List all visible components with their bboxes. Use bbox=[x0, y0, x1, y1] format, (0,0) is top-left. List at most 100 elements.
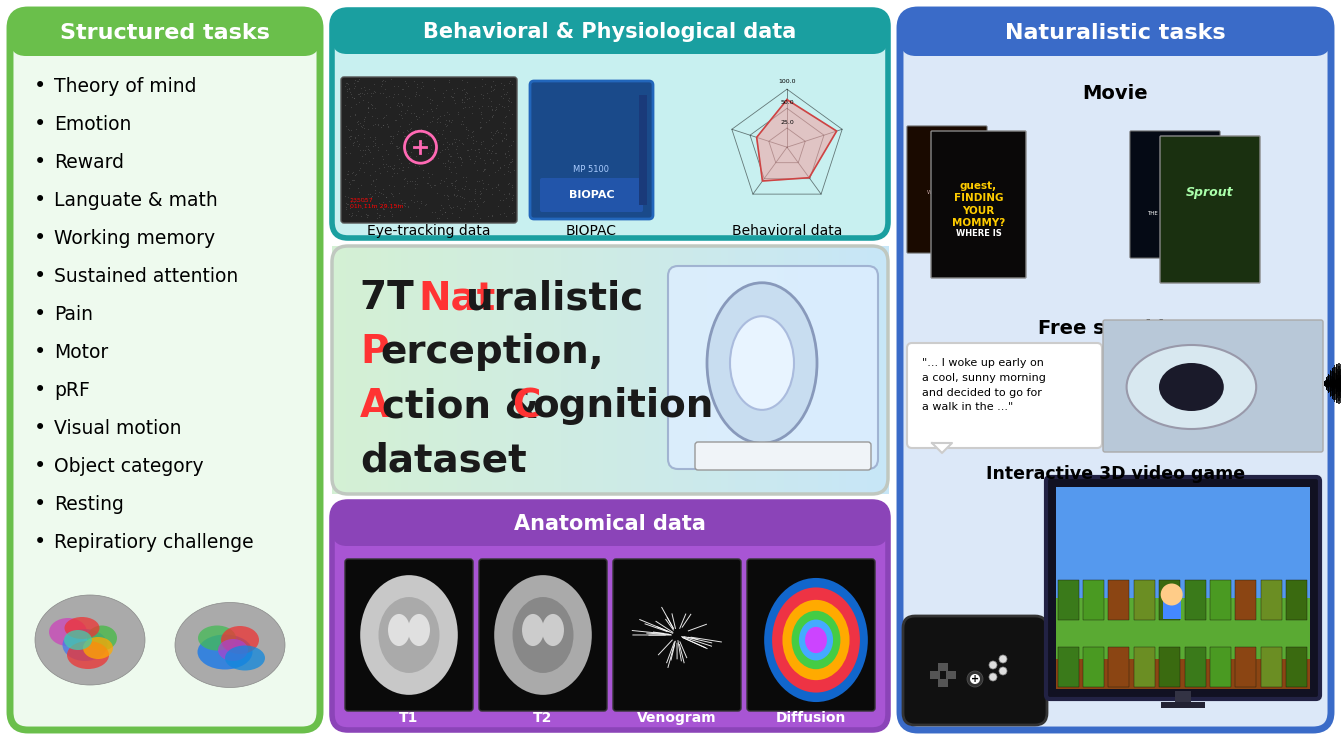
Text: Motor: Motor bbox=[54, 343, 109, 362]
Bar bbox=[436, 246, 444, 494]
FancyBboxPatch shape bbox=[333, 502, 888, 546]
Bar bbox=[506, 246, 514, 494]
Bar bbox=[416, 246, 424, 494]
Text: Emotion: Emotion bbox=[54, 115, 131, 133]
Ellipse shape bbox=[730, 316, 794, 410]
Text: 100.0: 100.0 bbox=[778, 79, 795, 84]
Bar bbox=[527, 246, 535, 494]
Bar bbox=[839, 246, 848, 494]
Bar bbox=[693, 246, 701, 494]
Bar bbox=[610, 246, 618, 494]
FancyBboxPatch shape bbox=[333, 502, 888, 730]
FancyBboxPatch shape bbox=[1104, 320, 1324, 452]
Bar bbox=[937, 679, 948, 687]
Bar bbox=[1058, 580, 1080, 620]
Bar bbox=[818, 246, 826, 494]
Bar bbox=[945, 671, 956, 679]
Ellipse shape bbox=[197, 634, 252, 670]
Bar bbox=[374, 246, 382, 494]
Bar bbox=[492, 246, 500, 494]
Bar bbox=[534, 246, 542, 494]
Bar bbox=[1163, 599, 1180, 619]
Ellipse shape bbox=[83, 637, 113, 659]
FancyBboxPatch shape bbox=[931, 131, 1026, 278]
Ellipse shape bbox=[388, 614, 410, 646]
Text: •: • bbox=[34, 494, 46, 514]
Bar bbox=[833, 246, 841, 494]
Ellipse shape bbox=[408, 614, 430, 646]
Bar bbox=[1084, 647, 1104, 687]
Circle shape bbox=[999, 667, 1007, 675]
Text: BIOPAC: BIOPAC bbox=[566, 224, 617, 238]
FancyBboxPatch shape bbox=[747, 559, 874, 711]
FancyBboxPatch shape bbox=[333, 10, 888, 54]
FancyBboxPatch shape bbox=[9, 10, 320, 730]
Ellipse shape bbox=[805, 627, 827, 653]
Bar bbox=[1210, 647, 1231, 687]
Bar bbox=[715, 246, 723, 494]
Bar bbox=[805, 246, 813, 494]
Text: •: • bbox=[34, 228, 46, 248]
Bar bbox=[763, 246, 771, 494]
Bar bbox=[366, 246, 374, 494]
Text: 235057
01h 11m 29.15m: 235057 01h 11m 29.15m bbox=[350, 198, 404, 209]
Text: Nat: Nat bbox=[418, 279, 495, 317]
Circle shape bbox=[1161, 584, 1183, 605]
Bar bbox=[547, 246, 555, 494]
Ellipse shape bbox=[764, 578, 868, 702]
FancyBboxPatch shape bbox=[902, 616, 1047, 725]
Bar bbox=[562, 246, 570, 494]
Bar bbox=[658, 246, 666, 494]
Text: ction &: ction & bbox=[382, 387, 552, 425]
Text: 25.0: 25.0 bbox=[780, 120, 794, 125]
FancyBboxPatch shape bbox=[695, 442, 872, 470]
Bar bbox=[700, 246, 708, 494]
Bar bbox=[409, 246, 417, 494]
Bar bbox=[798, 246, 806, 494]
Ellipse shape bbox=[799, 619, 833, 660]
FancyBboxPatch shape bbox=[1130, 131, 1220, 258]
Text: Venogram: Venogram bbox=[637, 711, 717, 725]
Text: •: • bbox=[34, 304, 46, 324]
FancyBboxPatch shape bbox=[900, 10, 1332, 730]
Bar bbox=[597, 246, 603, 494]
Text: Naturalistic tasks: Naturalistic tasks bbox=[1006, 23, 1226, 43]
Bar bbox=[1235, 580, 1257, 620]
Text: Anatomical data: Anatomical data bbox=[514, 514, 705, 534]
Bar bbox=[735, 246, 743, 494]
FancyBboxPatch shape bbox=[907, 343, 1102, 448]
Bar bbox=[1185, 580, 1206, 620]
Bar bbox=[853, 246, 861, 494]
Polygon shape bbox=[932, 443, 952, 453]
Ellipse shape bbox=[542, 614, 565, 646]
Bar bbox=[499, 246, 507, 494]
Text: erception,: erception, bbox=[380, 333, 603, 371]
Bar bbox=[401, 246, 409, 494]
Bar bbox=[569, 246, 577, 494]
Text: •: • bbox=[34, 114, 46, 134]
Text: "... I woke up early on
a cool, sunny morning
and decided to go for
a walk in th: "... I woke up early on a cool, sunny mo… bbox=[923, 358, 1046, 412]
Bar bbox=[339, 246, 347, 494]
Bar bbox=[687, 246, 695, 494]
Bar bbox=[381, 246, 389, 494]
Text: •: • bbox=[34, 190, 46, 210]
FancyBboxPatch shape bbox=[479, 559, 607, 711]
Text: ognition: ognition bbox=[532, 387, 713, 425]
Bar bbox=[1261, 647, 1282, 687]
Text: 추  오  기
Wednesday: 추 오 기 Wednesday bbox=[927, 184, 959, 195]
Bar bbox=[728, 246, 736, 494]
Bar bbox=[1108, 580, 1129, 620]
Bar bbox=[665, 246, 673, 494]
Ellipse shape bbox=[1159, 363, 1224, 411]
Text: •: • bbox=[34, 380, 46, 400]
Ellipse shape bbox=[174, 602, 286, 687]
Text: •: • bbox=[34, 418, 46, 438]
Circle shape bbox=[999, 655, 1007, 663]
Text: 7T: 7T bbox=[359, 279, 428, 317]
Text: 50.0: 50.0 bbox=[780, 101, 794, 105]
Bar bbox=[750, 246, 756, 494]
Bar bbox=[874, 246, 882, 494]
Polygon shape bbox=[756, 100, 837, 181]
Bar bbox=[485, 246, 493, 494]
Ellipse shape bbox=[35, 595, 145, 685]
